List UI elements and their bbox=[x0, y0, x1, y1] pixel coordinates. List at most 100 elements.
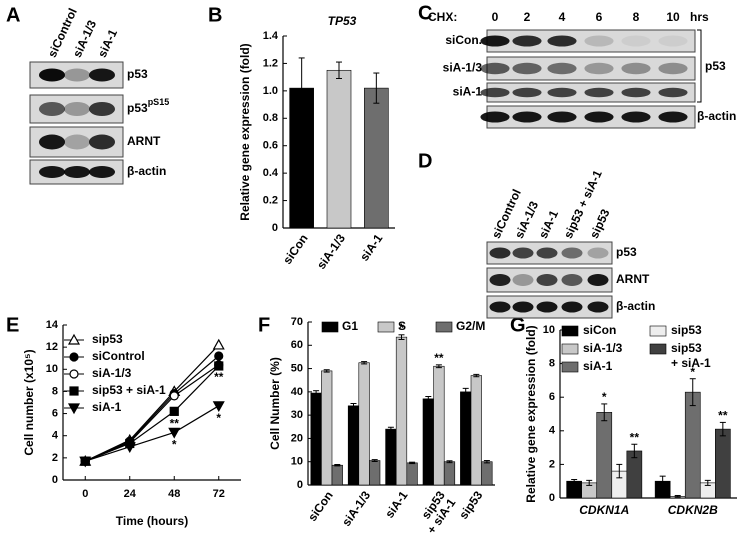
blot-band bbox=[480, 111, 510, 123]
point bbox=[168, 427, 181, 439]
blot-band bbox=[621, 62, 651, 75]
y-tick-label: 0.6 bbox=[263, 140, 278, 152]
y-tick-label: 12 bbox=[46, 341, 58, 353]
legend-swatch bbox=[435, 321, 453, 333]
x-tick-label: 0 bbox=[82, 488, 88, 500]
error-bar bbox=[719, 421, 726, 437]
error-bar bbox=[601, 403, 608, 422]
blot-band bbox=[547, 35, 577, 47]
annotation: ** bbox=[434, 351, 444, 365]
annotation: * bbox=[172, 438, 177, 452]
blot-band bbox=[63, 102, 91, 116]
bar bbox=[433, 365, 445, 486]
blot-band bbox=[63, 68, 91, 82]
y-tick-label: 10 bbox=[543, 324, 555, 336]
blot-band bbox=[584, 87, 614, 98]
legend-marker bbox=[67, 403, 81, 415]
row-label: β-actin bbox=[127, 164, 166, 178]
blot-band bbox=[561, 247, 583, 259]
bar bbox=[321, 370, 333, 486]
error-bar bbox=[409, 461, 416, 465]
panel-letter: E bbox=[6, 314, 19, 336]
blot-band bbox=[489, 274, 511, 286]
annotation: ** bbox=[170, 417, 180, 431]
legend-label: siA-1 bbox=[92, 400, 122, 414]
blot-band bbox=[536, 301, 558, 313]
y-tick-label: 6 bbox=[52, 407, 58, 419]
panel-letter: D bbox=[418, 150, 432, 172]
x-tick-label: siCon bbox=[305, 489, 336, 524]
y-tick-label: 8 bbox=[549, 358, 555, 370]
y-tick-label: 1.2 bbox=[263, 57, 278, 69]
legend-label: siA-1/3 bbox=[92, 366, 132, 380]
blot-band bbox=[512, 35, 542, 47]
row-label-sup: pS15 bbox=[148, 97, 170, 107]
error-bar bbox=[425, 396, 432, 402]
row-label: siCon. bbox=[445, 33, 482, 47]
y-tick-label: 0 bbox=[297, 479, 303, 491]
error-bar bbox=[704, 479, 711, 486]
y-tick-label: 1.4 bbox=[263, 30, 279, 42]
blot-band bbox=[584, 35, 614, 47]
error-bar bbox=[435, 364, 442, 369]
blot-band bbox=[621, 35, 651, 47]
blot-band bbox=[536, 247, 558, 259]
blot-band bbox=[587, 274, 609, 286]
blot-band bbox=[480, 87, 510, 98]
bar bbox=[422, 398, 434, 486]
bar bbox=[406, 462, 418, 486]
lane-label: siA-1 bbox=[536, 208, 561, 241]
annotation: * bbox=[399, 321, 404, 335]
bar bbox=[385, 428, 397, 486]
y-tick-label: 0 bbox=[549, 492, 555, 504]
legend-swatch bbox=[649, 325, 667, 337]
panel-letter: F bbox=[258, 314, 270, 336]
bracket bbox=[697, 29, 702, 103]
error-bar bbox=[336, 61, 342, 80]
error-bar bbox=[361, 361, 368, 365]
legend-label: sip53 + siA-1 bbox=[92, 383, 166, 397]
point bbox=[212, 401, 225, 413]
y-tick-label: 6 bbox=[549, 391, 555, 403]
panel-letter: C bbox=[418, 2, 432, 24]
bar bbox=[470, 375, 482, 486]
error-bar bbox=[387, 426, 394, 432]
blot-band bbox=[88, 68, 116, 82]
blot-band bbox=[512, 274, 534, 286]
blot-band bbox=[512, 62, 542, 75]
point bbox=[79, 456, 92, 468]
legend-label: sip53 + siA-1 bbox=[671, 341, 711, 370]
lane-label: siA-1 bbox=[95, 27, 120, 60]
blot-band bbox=[38, 166, 66, 178]
time-label: 10 bbox=[666, 10, 680, 24]
x-tick-label: siA-1 bbox=[357, 231, 385, 263]
annotation: * bbox=[216, 411, 221, 425]
legend-label: siControl bbox=[92, 349, 145, 363]
blot-band bbox=[658, 62, 688, 75]
error-bar bbox=[586, 479, 593, 486]
bar bbox=[715, 428, 731, 499]
error-bar bbox=[674, 494, 681, 498]
point bbox=[169, 406, 179, 416]
y-tick-label: 0.2 bbox=[263, 194, 278, 206]
x-tick-label: siA-1/3 bbox=[314, 231, 348, 272]
x-tick-label: siA-1 bbox=[382, 488, 410, 520]
row-label: p53 bbox=[127, 67, 148, 81]
blot-band bbox=[480, 35, 510, 47]
legend-label: S bbox=[398, 319, 406, 333]
error-bar bbox=[298, 57, 305, 119]
x-tick-label: sip53 bbox=[456, 488, 485, 521]
y-tick-label: 0 bbox=[52, 474, 58, 486]
blot-band bbox=[561, 301, 583, 313]
blot-band bbox=[480, 62, 510, 75]
blot-band bbox=[38, 68, 66, 82]
y-axis-label: Relative gene expression (fold) bbox=[238, 43, 252, 220]
error-bar bbox=[313, 390, 320, 396]
error-bar bbox=[373, 72, 380, 104]
bar bbox=[395, 336, 408, 486]
bar bbox=[369, 460, 381, 486]
legend-label: G1 bbox=[342, 319, 358, 333]
legend-label: siA-1/3 bbox=[583, 341, 623, 355]
legend-marker bbox=[69, 352, 79, 362]
